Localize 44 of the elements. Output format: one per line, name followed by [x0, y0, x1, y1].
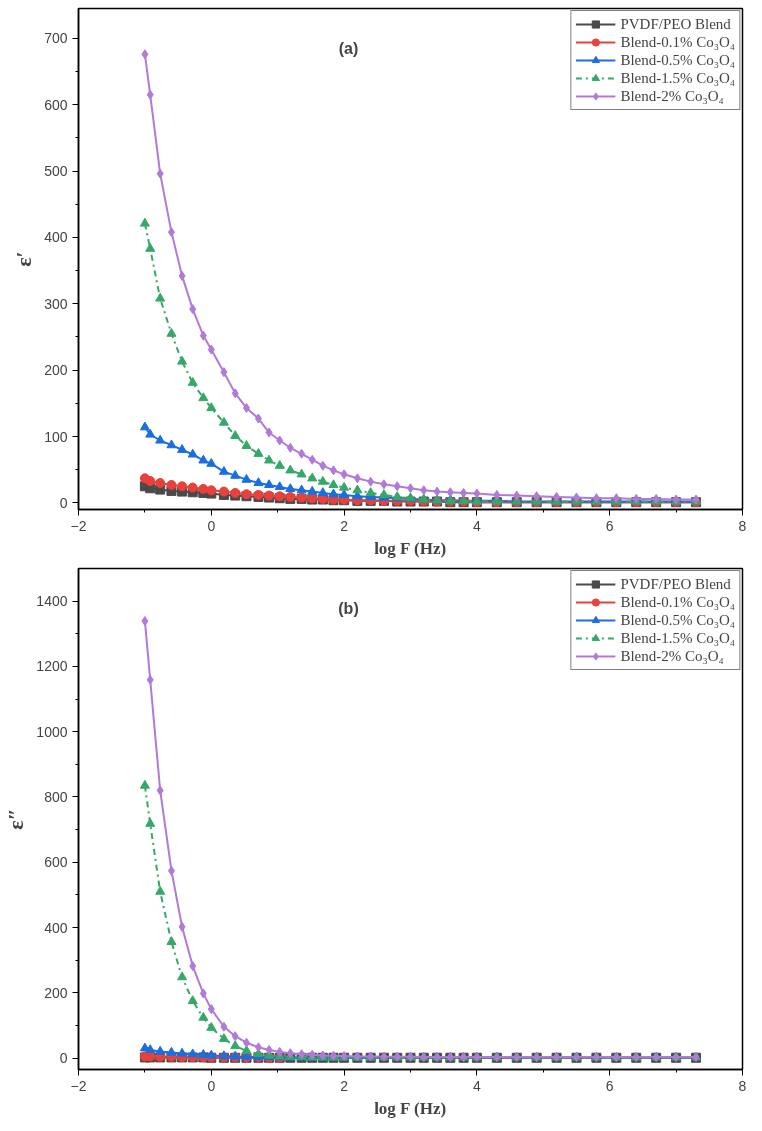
y-axis-title: ε″: [3, 808, 29, 830]
y-axis-title: ε′: [11, 251, 37, 267]
x-tick-label: 6: [605, 517, 614, 534]
text: (a): [338, 39, 359, 57]
y-tick-label: 200: [44, 984, 68, 1001]
y-tick-label: 1000: [36, 723, 68, 740]
text: (b): [338, 599, 359, 617]
legend-label: Blend-0.5% Co₃O₄: [620, 611, 735, 629]
legend-label: Blend-0.1% Co₃O₄: [620, 593, 735, 611]
y-tick-label: 1400: [36, 593, 68, 610]
legend-label: Blend-2% Co₃O₄: [620, 647, 724, 665]
y-tick-label: 500: [44, 163, 68, 180]
y-tick-label: 600: [44, 96, 68, 113]
x-tick-label: 8: [738, 517, 747, 534]
x-tick-label: 2: [340, 517, 349, 534]
x-tick-label: 8: [738, 1077, 747, 1094]
x-tick-label: 0: [207, 517, 216, 534]
y-tick-label: 400: [44, 919, 68, 936]
x-tick-label: 4: [473, 517, 482, 534]
x-tick-label: 0: [207, 1077, 216, 1094]
legend-label: Blend-1.5% Co₃O₄: [620, 629, 735, 647]
x-tick-label: 4: [473, 1077, 482, 1094]
x-tick-label: 2: [340, 1077, 349, 1094]
y-tick-label: 200: [44, 362, 68, 379]
x-axis-title: log F (Hz): [374, 1098, 447, 1118]
y-tick-label: 400: [44, 229, 68, 246]
legend-label: PVDF/PEO Blend: [620, 15, 731, 33]
y-tick-label: 700: [44, 30, 68, 47]
x-tick-label: 6: [605, 1077, 614, 1094]
y-tick-label: 300: [44, 295, 68, 312]
x-tick-label: −2: [70, 1077, 87, 1094]
legend-label: Blend-1.5% Co₃O₄: [620, 69, 735, 87]
y-tick-label: 800: [44, 788, 68, 805]
legend-label: PVDF/PEO Blend: [620, 575, 731, 593]
legend-label: Blend-0.1% Co₃O₄: [620, 33, 735, 51]
x-axis-title: log F (Hz): [374, 538, 447, 558]
y-tick-label: 100: [44, 428, 68, 445]
x-tick-label: −2: [70, 517, 87, 534]
y-tick-label: 1200: [36, 658, 68, 675]
y-tick-label: 600: [44, 854, 68, 871]
legend-label: Blend-2% Co₃O₄: [620, 87, 724, 105]
y-tick-label: 0: [59, 1050, 68, 1067]
legend-label: Blend-0.5% Co₃O₄: [620, 51, 735, 69]
y-tick-label: 0: [59, 494, 68, 511]
